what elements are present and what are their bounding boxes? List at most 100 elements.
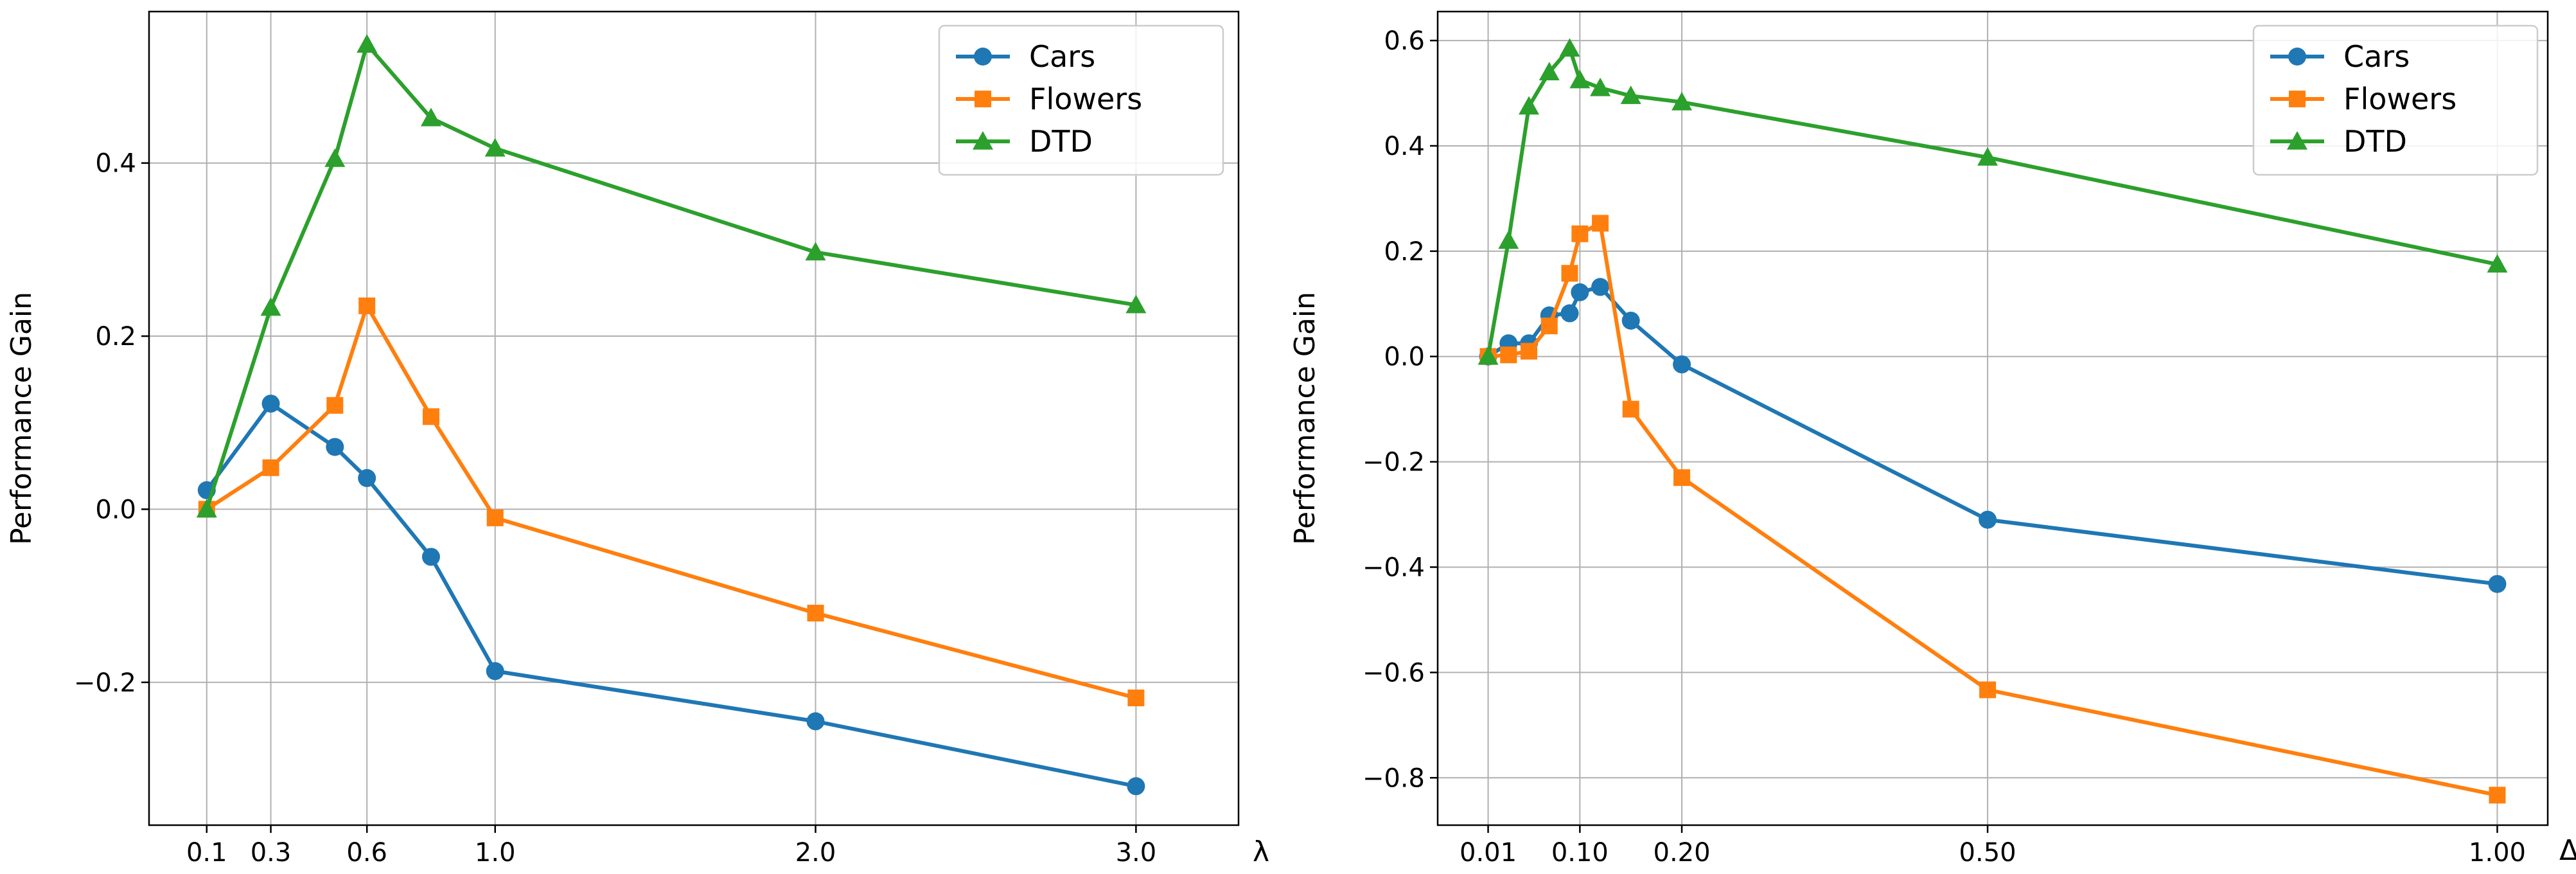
x-tick-label: 0.20 (1654, 838, 1711, 868)
data-point-dtd (1977, 147, 1998, 166)
data-point-flowers (326, 397, 344, 414)
data-point-dtd (1672, 91, 1693, 111)
data-point-cars (1560, 304, 1579, 323)
y-axis-label: Performance Gain (5, 292, 38, 545)
data-point-flowers (1540, 317, 1558, 335)
x-tick-label: 0.3 (251, 838, 292, 868)
series-line-cars (1486, 285, 2498, 586)
x-tick-label: 0.6 (346, 838, 387, 868)
data-point-flowers (1571, 225, 1589, 242)
series-flowers (198, 297, 1145, 707)
data-point-flowers (1673, 469, 1691, 486)
data-point-flowers (358, 297, 376, 314)
x-axis-label: λ (1253, 835, 1269, 868)
data-point-dtd (484, 138, 506, 157)
series-line-flowers (1488, 221, 2498, 798)
y-tick-label: 0.0 (95, 495, 136, 524)
data-point-flowers (1500, 346, 1517, 364)
legend-label-dtd: DTD (2343, 124, 2407, 159)
data-point-dtd (357, 34, 378, 53)
series-cars (1479, 278, 2507, 593)
legend-label-flowers: Flowers (2343, 82, 2457, 116)
data-point-cars (1673, 355, 1691, 374)
legend: Cars Flowers DTD (938, 24, 1224, 176)
data-point-dtd (1559, 38, 1580, 57)
y-tick-label: −0.8 (1363, 763, 1425, 793)
y-tick-label: −0.2 (74, 668, 136, 698)
data-point-cars (806, 712, 825, 731)
legend-box (938, 24, 1224, 176)
series-flowers (1479, 215, 2506, 804)
data-point-cars (1127, 777, 1145, 796)
data-point-dtd (1125, 294, 1147, 314)
legend-marker-cars (974, 48, 992, 66)
data-point-flowers (1592, 215, 1609, 232)
data-point-dtd (1620, 85, 1641, 104)
data-point-flowers (1127, 690, 1145, 707)
legend: Cars Flowers DTD (2252, 24, 2539, 176)
data-point-dtd (1498, 230, 1519, 249)
series-dtd (1478, 38, 2508, 365)
y-tick-label: 0.2 (1384, 237, 1425, 267)
data-point-cars (1571, 283, 1589, 301)
y-tick-label: 0.2 (95, 322, 136, 352)
data-point-flowers (486, 509, 504, 526)
series-line-flowers (206, 303, 1137, 700)
x-axis-label: Δt (2559, 834, 2576, 873)
data-point-dtd (1539, 62, 1560, 81)
data-point-cars (1979, 510, 1997, 529)
plot-frame (148, 10, 1240, 826)
data-point-cars (358, 468, 376, 487)
series-line-cars (205, 402, 1136, 789)
legend-marker-cars (2288, 48, 2306, 66)
y-tick-label: −0.4 (1363, 553, 1425, 582)
data-point-cars (2488, 575, 2507, 593)
series-cars (197, 395, 1145, 796)
y-tick-label: 0.6 (1384, 26, 1425, 56)
data-point-cars (421, 548, 440, 566)
data-point-cars (261, 395, 280, 413)
legend-label-cars: Cars (2343, 39, 2410, 74)
legend-box (2252, 24, 2539, 176)
data-point-cars (1591, 278, 1610, 296)
data-point-dtd (1569, 69, 1591, 89)
legend-marker-dtd (973, 131, 993, 150)
legend-marker-dtd (2287, 131, 2307, 150)
legend-marker-flowers (975, 91, 991, 107)
series-dtd (196, 34, 1147, 518)
data-point-flowers (1521, 343, 1538, 360)
y-tick-label: −0.6 (1363, 658, 1425, 688)
data-point-dtd (1478, 346, 1499, 365)
y-tick-label: 0.4 (1384, 132, 1425, 161)
plot-frame (1436, 10, 2549, 826)
y-tick-label: 0.4 (95, 149, 136, 179)
data-point-flowers (1622, 400, 1639, 418)
data-point-flowers (262, 459, 279, 476)
legend-marker-flowers (2289, 91, 2306, 107)
data-point-flowers (1979, 681, 1997, 699)
data-point-cars (1621, 311, 1640, 330)
data-point-dtd (1519, 96, 1540, 115)
data-point-dtd (420, 107, 441, 127)
data-point-dtd (196, 499, 217, 518)
x-tick-label: 2.0 (795, 838, 836, 868)
data-point-dtd (805, 242, 826, 261)
y-tick-label: 0.0 (1384, 343, 1425, 372)
data-point-dtd (2487, 254, 2508, 273)
x-tick-label: 1.00 (2469, 838, 2526, 868)
x-tick-label: 0.10 (1551, 838, 1609, 868)
x-tick-label: 1.0 (475, 838, 516, 868)
chart-panel-2: 0.01 0.10 0.20 0.50 1.00 −0.8 −0.6 −0.4 −0.2 0.0 0… (1289, 10, 2576, 873)
x-tick-label: 3.0 (1116, 838, 1157, 868)
chart-panel-1: 0.1 0.3 0.6 1.0 2.0 3.0 −0.2 0.0 0.2 0.4 Performan… (5, 10, 1269, 868)
data-point-flowers (2489, 787, 2506, 804)
data-point-dtd (260, 297, 281, 316)
y-tick-label: −0.2 (1363, 448, 1425, 477)
data-point-dtd (324, 148, 346, 167)
data-point-cars (486, 662, 504, 681)
data-point-flowers (807, 605, 824, 622)
x-tick-label: 0.01 (1460, 838, 1517, 868)
x-tick-label: 0.50 (1959, 838, 2016, 868)
legend-label-cars: Cars (1029, 39, 1095, 74)
